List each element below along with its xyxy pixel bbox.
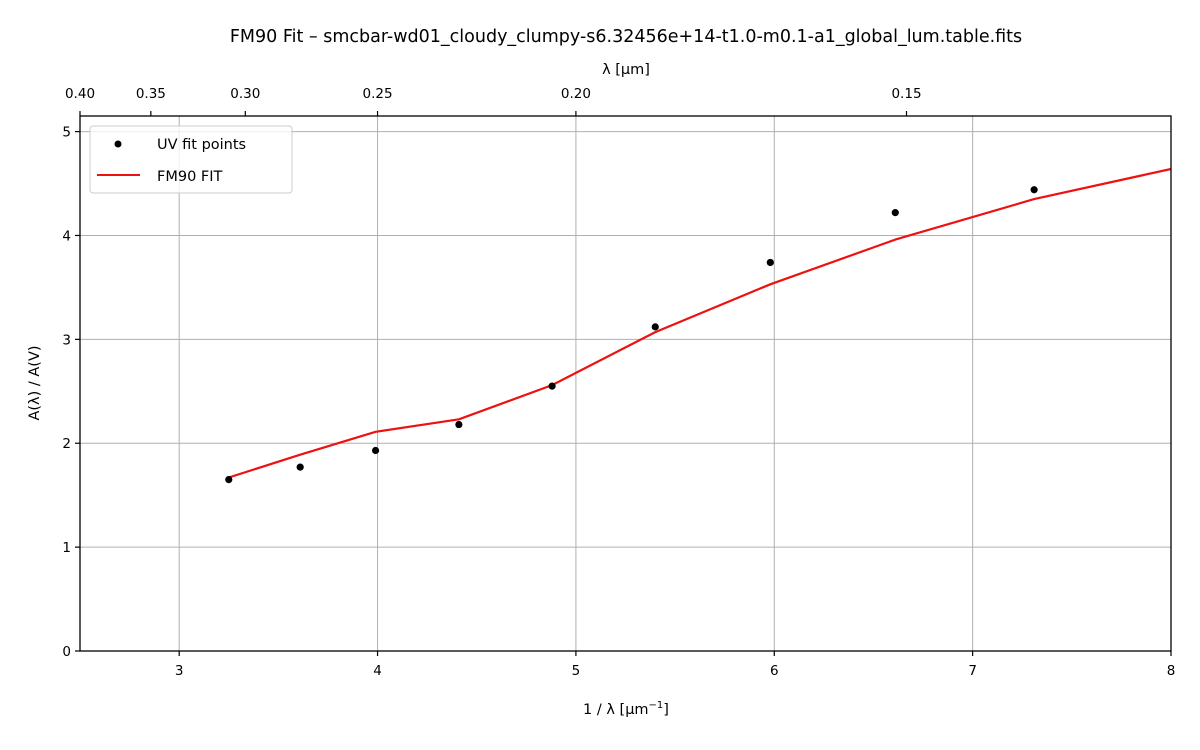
x-tick-label: 4 [373,663,382,679]
fm90-fit-line [229,169,1171,478]
y-axis: 0 1 2 3 4 5 [62,125,80,660]
uv-fit-point [297,464,304,471]
legend-label-uv-points: UV fit points [157,137,246,153]
legend: UV fit points FM90 FIT [90,126,292,193]
uv-fit-point [549,382,556,389]
x-axis-label-end: ] [663,702,669,718]
bottom-x-axis: 3 4 5 6 7 8 [175,651,1175,679]
y-tick-label: 4 [62,228,71,244]
x-axis-label: 1 / λ [μm−1] [583,700,669,718]
legend-marker-uv-points [115,141,122,148]
points-layer [225,186,1038,483]
x-tick-label: 3 [175,663,184,679]
grid [80,116,1171,651]
top-x-tick-label: 0.25 [363,86,393,102]
top-x-axis-label: λ [μm] [602,62,650,78]
y-tick-label: 5 [62,125,71,141]
top-x-tick-label: 0.20 [561,86,591,102]
uv-fit-point [1031,186,1038,193]
plot-frame [80,116,1171,651]
uv-fit-point [225,476,232,483]
top-x-tick-label: 0.35 [136,86,166,102]
uv-fit-point [372,447,379,454]
x-axis-label-superscript: −1 [649,700,664,711]
fit-line-layer [229,169,1171,478]
chart-title: FM90 Fit – smcbar-wd01_cloudy_clumpy-s6.… [230,27,1022,47]
uv-fit-point [892,209,899,216]
x-tick-label: 7 [968,663,977,679]
x-tick-label: 6 [770,663,779,679]
y-tick-label: 0 [62,644,71,660]
x-tick-label: 5 [572,663,581,679]
y-tick-label: 2 [62,436,71,452]
uv-fit-point [767,259,774,266]
top-x-axis: 0.40 0.35 0.30 0.25 0.20 0.15 [65,86,922,116]
top-x-tick-label: 0.15 [891,86,921,102]
legend-label-fm90: FM90 FIT [157,169,223,185]
y-axis-label: A(λ) / A(V) [27,345,43,420]
uv-fit-point [652,323,659,330]
top-x-tick-label: 0.40 [65,86,95,102]
x-tick-label: 8 [1167,663,1176,679]
top-x-tick-label: 0.30 [230,86,260,102]
uv-fit-point [455,421,462,428]
y-tick-label: 3 [62,332,71,348]
y-tick-label: 1 [62,540,71,556]
